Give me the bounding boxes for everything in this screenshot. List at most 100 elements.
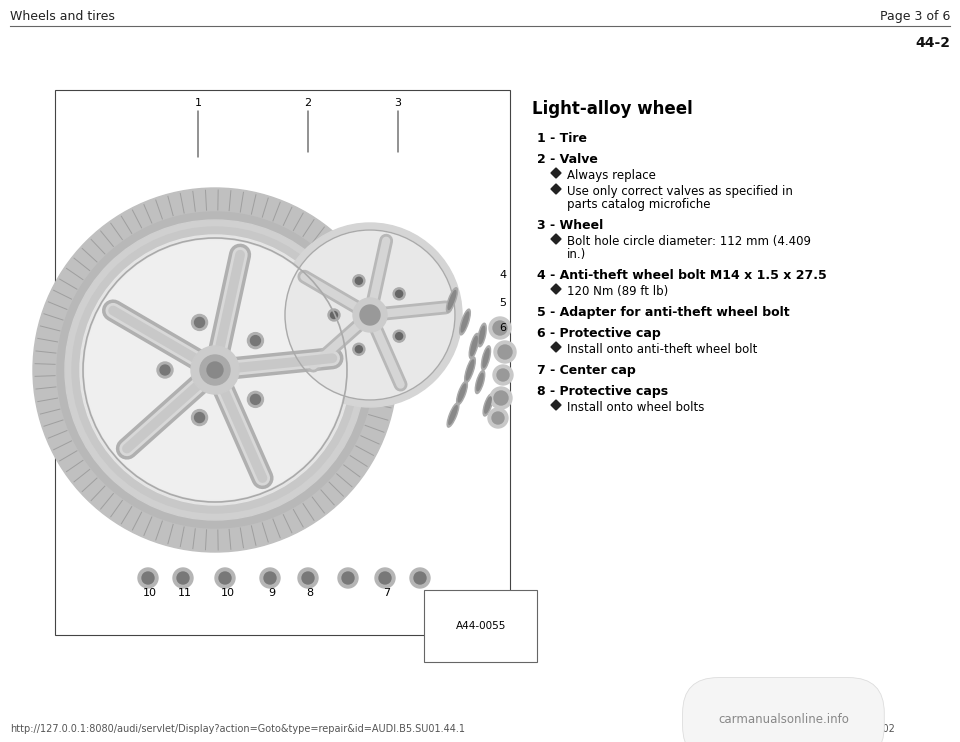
Polygon shape bbox=[551, 234, 561, 244]
Text: 7: 7 bbox=[383, 588, 391, 598]
Circle shape bbox=[394, 288, 405, 300]
Circle shape bbox=[177, 572, 189, 584]
Ellipse shape bbox=[457, 381, 468, 405]
Circle shape bbox=[394, 330, 405, 342]
Ellipse shape bbox=[470, 336, 477, 355]
Text: 5 - Adapter for anti-theft wheel bolt: 5 - Adapter for anti-theft wheel bolt bbox=[537, 306, 790, 319]
Text: 4: 4 bbox=[499, 270, 507, 280]
Circle shape bbox=[328, 309, 340, 321]
Circle shape bbox=[251, 335, 260, 346]
Ellipse shape bbox=[448, 291, 456, 309]
Bar bbox=[55, 90, 510, 635]
Circle shape bbox=[355, 346, 362, 352]
Circle shape bbox=[492, 412, 504, 424]
Text: 8 - Protective caps: 8 - Protective caps bbox=[537, 385, 668, 398]
Text: 2 - Valve: 2 - Valve bbox=[537, 153, 598, 166]
Text: 1: 1 bbox=[195, 98, 202, 108]
Circle shape bbox=[342, 572, 354, 584]
Text: 9: 9 bbox=[269, 588, 276, 598]
Circle shape bbox=[494, 391, 508, 405]
Circle shape bbox=[195, 318, 204, 327]
Polygon shape bbox=[551, 168, 561, 178]
Circle shape bbox=[493, 365, 513, 385]
Circle shape bbox=[360, 305, 380, 325]
Text: 4 - Anti-theft wheel bolt M14 x 1.5 x 27.5: 4 - Anti-theft wheel bolt M14 x 1.5 x 27… bbox=[537, 269, 827, 282]
Text: 1 - Tire: 1 - Tire bbox=[537, 132, 587, 145]
Circle shape bbox=[191, 346, 239, 394]
Circle shape bbox=[338, 568, 358, 588]
Polygon shape bbox=[551, 400, 561, 410]
Ellipse shape bbox=[475, 370, 485, 393]
Text: Page 3 of 6: Page 3 of 6 bbox=[879, 10, 950, 23]
Circle shape bbox=[251, 395, 260, 404]
Circle shape bbox=[488, 408, 508, 428]
Text: Always replace: Always replace bbox=[567, 169, 656, 182]
Ellipse shape bbox=[461, 312, 468, 332]
Ellipse shape bbox=[446, 288, 458, 312]
Text: 11: 11 bbox=[178, 588, 192, 598]
Circle shape bbox=[330, 312, 338, 318]
Circle shape bbox=[490, 387, 512, 409]
Ellipse shape bbox=[477, 373, 483, 391]
Ellipse shape bbox=[483, 394, 492, 416]
Circle shape bbox=[298, 568, 318, 588]
Text: Wheels and tires: Wheels and tires bbox=[10, 10, 115, 23]
Circle shape bbox=[494, 341, 516, 363]
Text: Bolt hole circle diameter: 112 mm (4.409: Bolt hole circle diameter: 112 mm (4.409 bbox=[567, 235, 811, 248]
Ellipse shape bbox=[482, 346, 491, 370]
Circle shape bbox=[195, 413, 204, 422]
Text: carmanualsonline.info: carmanualsonline.info bbox=[718, 713, 849, 726]
Circle shape bbox=[353, 275, 365, 286]
Circle shape bbox=[497, 369, 509, 381]
Text: http://127.0.0.1:8080/audi/servlet/Display?action=Goto&type=repair&id=AUDI.B5.SU: http://127.0.0.1:8080/audi/servlet/Displ… bbox=[10, 724, 465, 734]
Circle shape bbox=[215, 568, 235, 588]
Text: 6: 6 bbox=[499, 323, 507, 333]
Text: 11/20/2002: 11/20/2002 bbox=[840, 724, 896, 734]
Ellipse shape bbox=[458, 384, 466, 402]
Circle shape bbox=[285, 230, 455, 400]
Circle shape bbox=[219, 572, 231, 584]
Text: 44-2: 44-2 bbox=[915, 36, 950, 50]
Text: parts catalog microfiche: parts catalog microfiche bbox=[567, 198, 710, 211]
Polygon shape bbox=[551, 284, 561, 294]
Text: 6 - Protective cap: 6 - Protective cap bbox=[537, 327, 660, 340]
Circle shape bbox=[410, 568, 430, 588]
Circle shape bbox=[264, 572, 276, 584]
Text: 120 Nm (89 ft lb): 120 Nm (89 ft lb) bbox=[567, 285, 668, 298]
Circle shape bbox=[248, 391, 263, 407]
Circle shape bbox=[72, 227, 358, 513]
Circle shape bbox=[302, 572, 314, 584]
Circle shape bbox=[192, 410, 207, 426]
Circle shape bbox=[173, 568, 193, 588]
Circle shape bbox=[200, 355, 230, 385]
Text: 8: 8 bbox=[306, 588, 314, 598]
Circle shape bbox=[260, 568, 280, 588]
Text: in.): in.) bbox=[567, 248, 587, 261]
Circle shape bbox=[396, 332, 402, 340]
Ellipse shape bbox=[479, 326, 485, 344]
Text: 10: 10 bbox=[221, 588, 235, 598]
Circle shape bbox=[192, 315, 207, 330]
Ellipse shape bbox=[485, 397, 492, 413]
Circle shape bbox=[138, 568, 158, 588]
Circle shape bbox=[375, 568, 395, 588]
Text: 3: 3 bbox=[395, 98, 401, 108]
Text: 5: 5 bbox=[499, 298, 507, 308]
Circle shape bbox=[414, 572, 426, 584]
Text: Use only correct valves as specified in: Use only correct valves as specified in bbox=[567, 185, 793, 198]
Text: 7 - Center cap: 7 - Center cap bbox=[537, 364, 636, 377]
Ellipse shape bbox=[483, 349, 489, 367]
Circle shape bbox=[85, 240, 345, 500]
Ellipse shape bbox=[469, 333, 479, 358]
Circle shape bbox=[57, 212, 373, 528]
Circle shape bbox=[493, 321, 507, 335]
Text: Light-alloy wheel: Light-alloy wheel bbox=[532, 100, 693, 118]
Ellipse shape bbox=[467, 360, 474, 380]
Circle shape bbox=[157, 362, 173, 378]
Circle shape bbox=[65, 220, 365, 520]
Text: 10: 10 bbox=[143, 588, 157, 598]
Circle shape bbox=[489, 317, 511, 339]
Ellipse shape bbox=[449, 406, 457, 424]
Circle shape bbox=[355, 278, 362, 284]
Text: A44-0055: A44-0055 bbox=[456, 621, 506, 631]
